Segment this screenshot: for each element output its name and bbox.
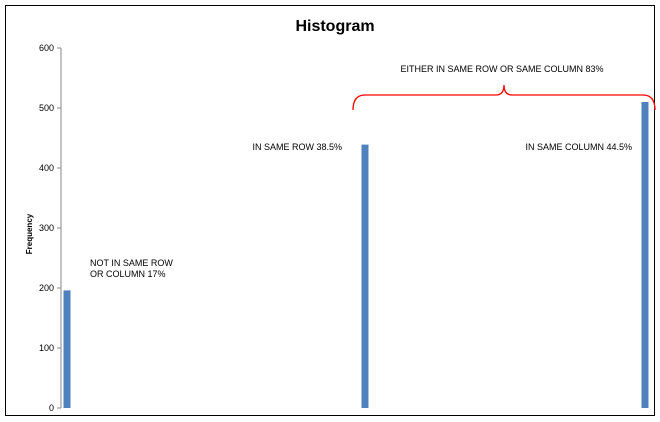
brace-bracket [352,84,656,111]
bar-annotation: NOT IN SAME ROW OR COLUMN 17% [90,258,173,279]
annotations: NOT IN SAME ROW OR COLUMN 17% IN SAME ROW … [90,142,632,279]
bar-annotation: IN SAME ROW 38.5% [252,142,342,152]
bar [361,144,369,408]
y-tick-label: 0 [49,403,54,413]
y-tick-label: 200 [39,283,54,293]
y-axis-label: Frequency [25,213,34,254]
bar [641,102,649,408]
y-tick-label: 600 [39,43,54,53]
y-tick-label: 500 [39,103,54,113]
brace-label: EITHER IN SAME ROW OR SAME COLUMN 83% [400,64,603,74]
bars [63,102,649,408]
y-tick-label: 100 [39,343,54,353]
chart-frame [5,5,655,416]
chart-title: Histogram [295,18,374,35]
bar [63,290,71,408]
y-axis-ticks: 0 100 200 300 400 500 600 [39,43,61,413]
bar-annotation: IN SAME COLUMN 44.5% [525,142,632,152]
y-tick-label: 300 [39,223,54,233]
y-tick-label: 400 [39,163,54,173]
